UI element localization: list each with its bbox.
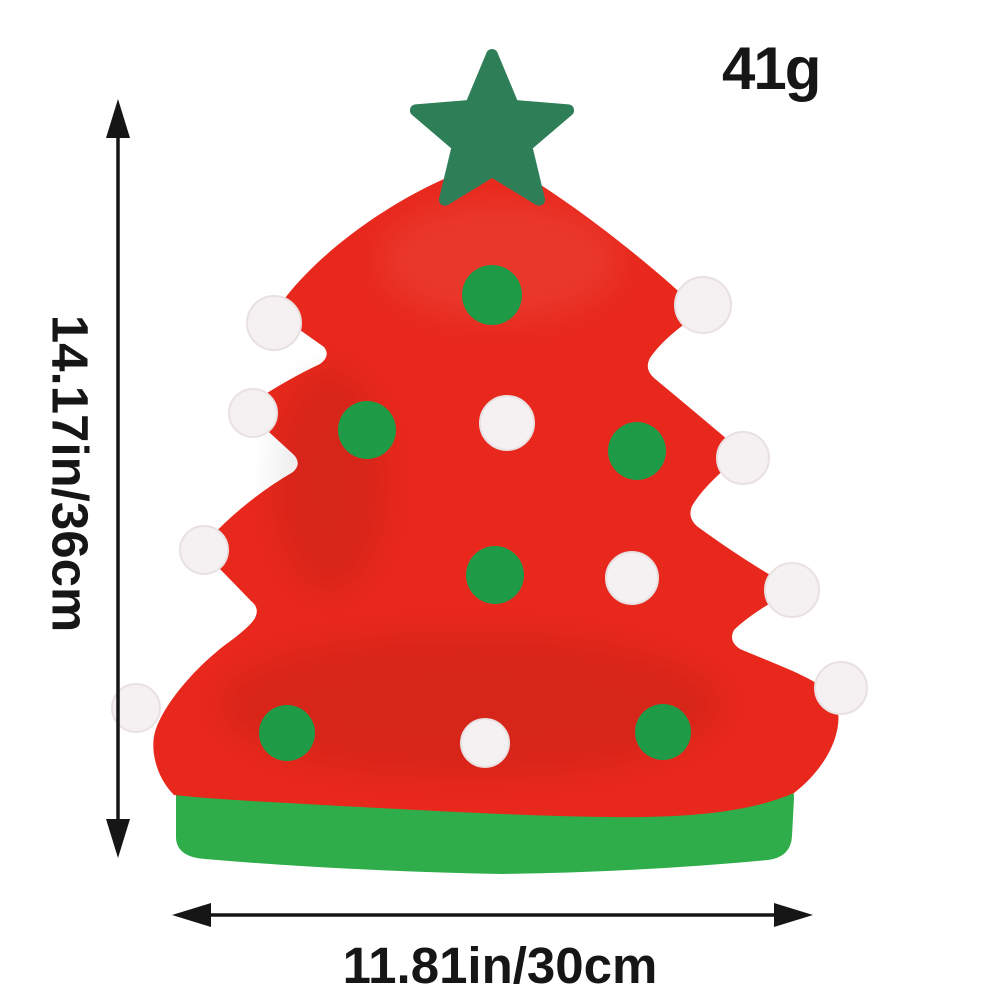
pompom-white: [814, 661, 868, 715]
width-dimension-label: 11.81in/30cm: [342, 937, 658, 994]
pompom-white: [479, 395, 535, 451]
pompom-white: [605, 551, 659, 605]
height-arrowheads: [106, 99, 130, 858]
weight-label: 41g: [722, 35, 821, 102]
height-dimension-label: 14.17in/36cm: [41, 314, 99, 633]
pompom-green: [608, 422, 666, 480]
pompom-white: [674, 276, 732, 334]
pompom-green: [462, 265, 522, 325]
fabric-shading: [220, 200, 720, 775]
pompom-white: [228, 388, 278, 438]
green-pompoms: [259, 265, 691, 761]
pompom-white: [764, 562, 820, 618]
pompom-green: [466, 546, 524, 604]
width-arrowheads: [172, 903, 813, 927]
pompom-green: [338, 401, 396, 459]
pompom-white: [716, 431, 770, 485]
pompom-green: [259, 705, 315, 761]
tree-star: [409, 49, 575, 206]
pompom-white: [460, 718, 510, 768]
pompom-white: [179, 525, 229, 575]
white-pompoms: [111, 276, 868, 768]
pompom-white: [246, 295, 302, 351]
pompom-green: [635, 704, 691, 760]
star-shape: [409, 49, 575, 206]
pompom-white: [111, 683, 161, 733]
